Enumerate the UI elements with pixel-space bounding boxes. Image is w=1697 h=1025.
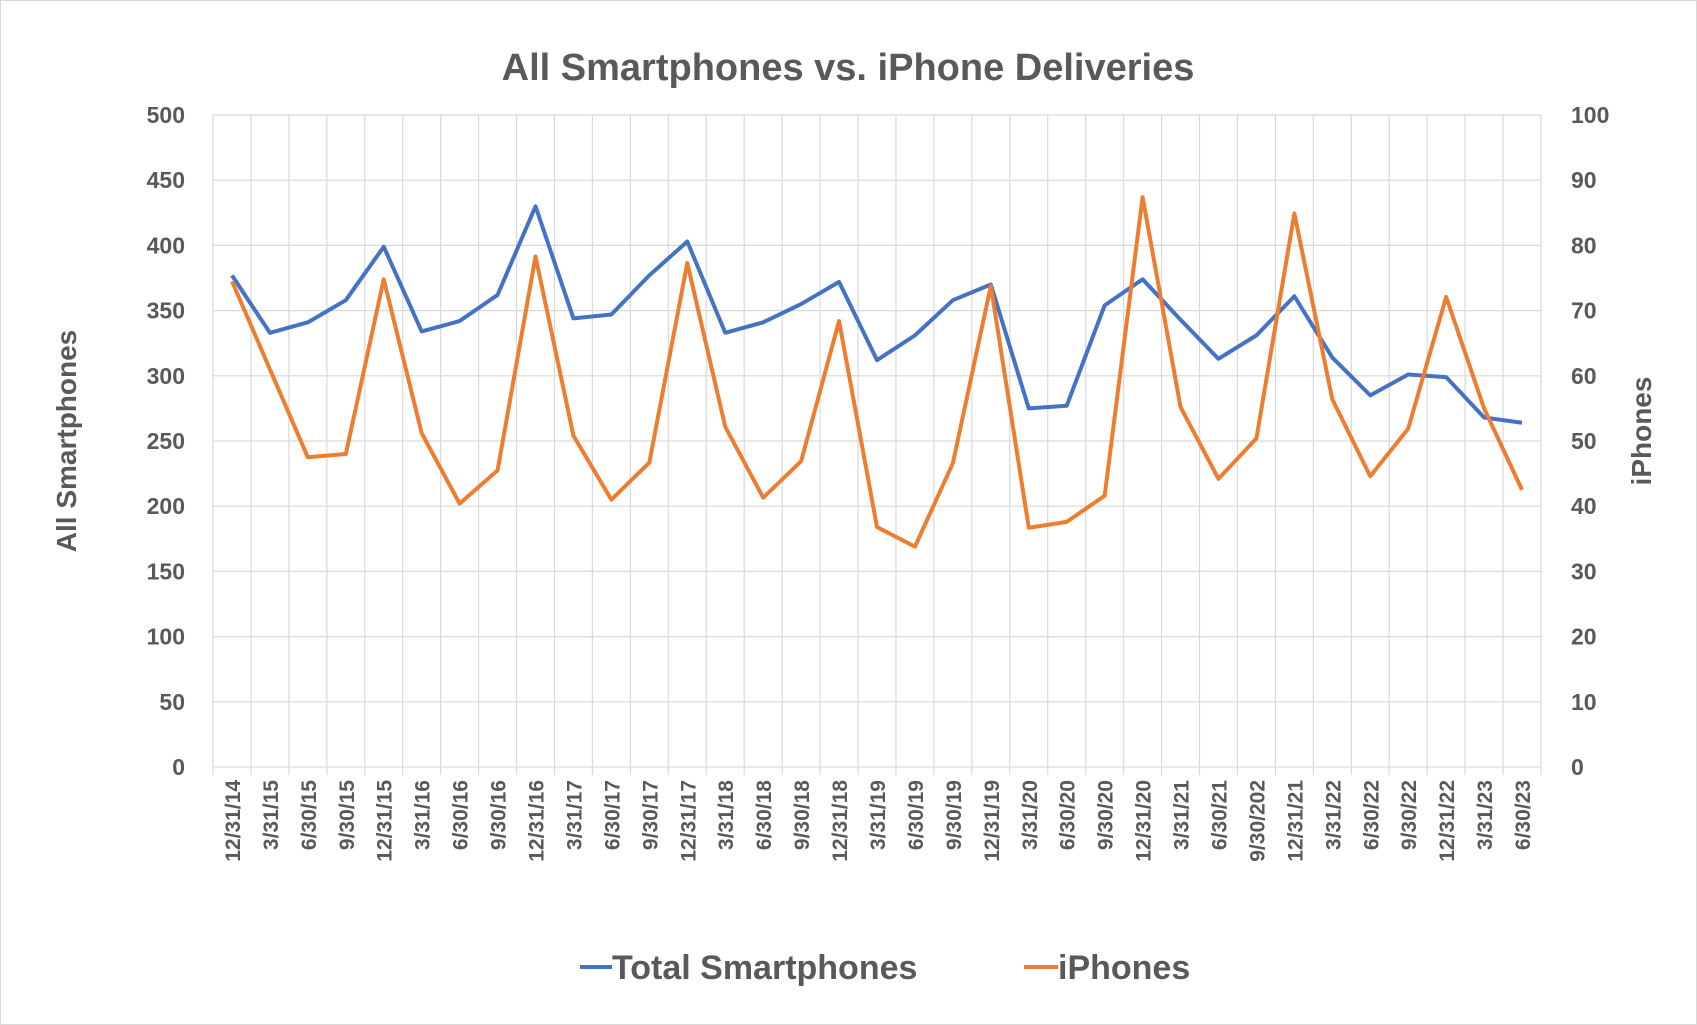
x-tick-label: 12/31/14: [222, 780, 245, 862]
y2-tick-label: 60: [1571, 363, 1597, 389]
x-tick-label: 12/31/21: [1284, 780, 1307, 862]
x-tick-label: 9/30/20: [1095, 780, 1118, 850]
chart-title: All Smartphones vs. iPhone Deliveries: [502, 47, 1195, 89]
x-tick-label: 6/30/22: [1360, 780, 1383, 850]
y-tick-label: 0: [172, 754, 185, 780]
y-tick-label: 400: [147, 232, 185, 258]
x-tick-label: 12/31/22: [1436, 780, 1459, 862]
x-tick-label: 12/31/18: [829, 780, 852, 862]
x-tick-label: 6/30/17: [601, 780, 624, 850]
x-tick-label: 6/30/15: [298, 780, 321, 850]
y2-tick-label: 10: [1571, 689, 1597, 715]
legend: Total Smartphones iPhones: [580, 949, 1190, 987]
x-tick-label: 6/30/19: [905, 780, 928, 850]
y-axis-left-ticks: 0 50 100 150 200 250 300 350 400 450 500: [147, 102, 185, 780]
x-tick-label: 12/31/19: [981, 780, 1004, 862]
y2-tick-label: 100: [1571, 102, 1609, 128]
legend-label-total-smartphones: Total Smartphones: [612, 949, 917, 987]
y2-tick-label: 20: [1571, 624, 1597, 650]
x-tick-label: 3/31/22: [1322, 780, 1345, 850]
x-tick-label: 9/30/18: [791, 780, 814, 850]
y2-tick-label: 30: [1571, 558, 1597, 584]
x-tick-label: 12/31/16: [526, 780, 549, 862]
x-tick-label: 6/30/16: [450, 780, 473, 850]
x-tick-label: 12/31/15: [374, 780, 397, 862]
y-axis-right-ticks: 0 10 20 30 40 50 60 70 80 90 100: [1571, 102, 1609, 780]
y2-tick-label: 90: [1571, 167, 1597, 193]
x-tick-label: 9/30/202: [1246, 780, 1269, 862]
x-tick-label: 3/31/20: [1019, 780, 1042, 850]
y2-tick-label: 80: [1571, 232, 1597, 258]
y-tick-label: 500: [147, 102, 185, 128]
y-tick-label: 200: [147, 493, 185, 519]
y2-tick-label: 0: [1571, 754, 1584, 780]
y-axis-left-title: All Smartphones: [51, 330, 82, 552]
x-tick-label: 12/31/20: [1133, 780, 1156, 862]
y2-tick-label: 40: [1571, 493, 1597, 519]
y-tick-label: 50: [159, 689, 185, 715]
y-tick-label: 150: [147, 558, 185, 584]
x-tick-label: 6/30/18: [753, 780, 776, 850]
y-tick-label: 300: [147, 363, 185, 389]
x-tick-label: 6/30/20: [1057, 780, 1080, 850]
x-tick-label: 9/30/19: [943, 780, 966, 850]
y2-tick-label: 70: [1571, 298, 1597, 324]
y-axis-right-title: iPhones: [1626, 377, 1657, 486]
x-axis-ticks: 12/31/14 3/31/15 6/30/15 9/30/15 12/31/15 3/3…: [222, 780, 1535, 862]
x-tick-label: 9/30/22: [1398, 780, 1421, 850]
y-tick-label: 350: [147, 298, 185, 324]
y-tick-label: 100: [147, 624, 185, 650]
y2-tick-label: 50: [1571, 428, 1597, 454]
y-tick-label: 450: [147, 167, 185, 193]
x-tick-label: 3/31/16: [412, 780, 435, 850]
x-tick-label: 9/30/15: [336, 780, 359, 850]
gridlines: [212, 114, 1542, 775]
x-tick-label: 6/30/21: [1208, 780, 1231, 850]
x-tick-label: 9/30/16: [488, 780, 511, 850]
y-tick-label: 250: [147, 428, 185, 454]
x-tick-label: 3/31/15: [260, 780, 283, 850]
series-lines: [230, 195, 1524, 549]
x-tick-label: 3/31/23: [1474, 780, 1497, 850]
x-tick-label: 9/30/17: [639, 780, 662, 850]
x-tick-label: 3/31/17: [563, 780, 586, 850]
x-tick-label: 3/31/21: [1171, 780, 1194, 850]
x-tick-label: 3/31/19: [867, 780, 890, 850]
x-tick-label: 3/31/18: [715, 780, 738, 850]
x-tick-label: 12/31/17: [677, 780, 700, 862]
x-tick-label: 6/30/23: [1512, 780, 1535, 850]
legend-label-iphones: iPhones: [1058, 949, 1190, 987]
series-line-iphones: [230, 195, 1524, 549]
